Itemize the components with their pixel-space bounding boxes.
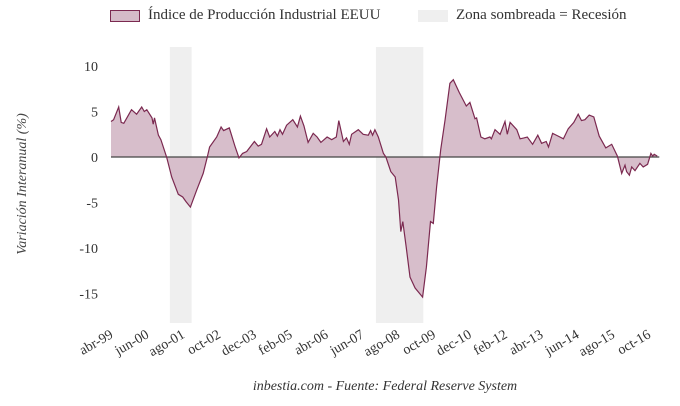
x-tick-label: dec-10: [434, 327, 474, 359]
legend-series: Índice de Producción Industrial EEUU: [110, 7, 380, 24]
x-tick-label: oct-16: [615, 327, 653, 358]
x-tick-label: oct-09: [400, 327, 438, 358]
x-tick-label: ago-01: [146, 327, 187, 359]
y-tick-label: -15: [79, 288, 98, 303]
x-tick-label: ago-08: [362, 327, 403, 359]
y-tick-label: 0: [91, 151, 98, 166]
x-tick-label: ago-15: [577, 327, 618, 359]
x-tick-label: dec-03: [219, 327, 259, 359]
x-tick-label: abr-13: [507, 327, 546, 358]
x-tick-label: feb-12: [471, 327, 510, 358]
x-tick-label: abr-06: [292, 327, 331, 358]
legend-label-recession: Zona sombreada = Recesión: [456, 7, 627, 23]
source-footer: inbestia.com - Fuente: Federal Reserve S…: [252, 379, 518, 394]
x-tick-label: feb-05: [256, 327, 295, 358]
series-line: [110, 78, 658, 299]
x-tick-label: jun-14: [542, 327, 582, 359]
legend-swatch-recession: [418, 9, 448, 22]
legend-recession: Zona sombreada = Recesión: [418, 7, 627, 24]
legend-label-series: Índice de Producción Industrial EEUU: [148, 7, 381, 23]
x-tick-label: abr-99: [77, 327, 116, 358]
y-tick-label: -5: [86, 197, 98, 212]
y-tick-label: -10: [79, 242, 98, 257]
y-tick-label: 10: [84, 60, 98, 75]
y-tick-label: 5: [91, 106, 98, 121]
legend-swatch-series: [110, 9, 140, 22]
x-tick-label: jun-00: [112, 327, 152, 359]
x-tick-label: jun-07: [327, 327, 367, 359]
x-tick-label: oct-02: [185, 327, 223, 358]
